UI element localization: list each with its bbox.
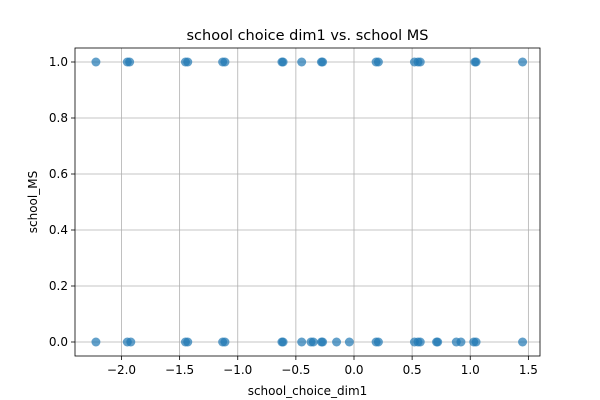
x-tick-label: 1.0 <box>461 363 480 377</box>
data-point <box>183 57 193 67</box>
data-point <box>471 57 481 67</box>
x-tick-label: 0.0 <box>344 363 363 377</box>
data-points <box>91 57 528 347</box>
x-tick-label: −0.5 <box>281 363 310 377</box>
x-tick-label: −2.0 <box>107 363 136 377</box>
data-point <box>433 337 443 347</box>
data-point <box>373 337 383 347</box>
data-point <box>126 337 136 347</box>
y-tick-label: 0.0 <box>49 335 68 349</box>
data-point <box>518 337 528 347</box>
data-point <box>373 57 383 67</box>
y-tick-label: 0.4 <box>49 223 68 237</box>
y-tick-label: 0.6 <box>49 167 68 181</box>
data-point <box>220 337 230 347</box>
data-point <box>183 337 193 347</box>
x-tick-label: −1.5 <box>165 363 194 377</box>
chart-title: school choice dim1 vs. school MS <box>186 28 428 44</box>
x-axis-label: school_choice_dim1 <box>248 384 368 398</box>
data-point <box>125 57 135 67</box>
data-point <box>91 57 101 67</box>
data-point <box>518 57 528 67</box>
data-point <box>91 337 101 347</box>
grid-lines <box>75 48 540 356</box>
x-tick-label: 0.5 <box>403 363 422 377</box>
x-tick-label: −1.0 <box>223 363 252 377</box>
data-point <box>297 57 307 67</box>
y-tick-label: 0.8 <box>49 111 68 125</box>
data-point <box>318 57 328 67</box>
data-point <box>278 337 288 347</box>
data-point <box>471 337 481 347</box>
data-point <box>318 337 328 347</box>
data-point <box>456 337 466 347</box>
data-point <box>332 337 342 347</box>
y-tick-label: 0.2 <box>49 279 68 293</box>
data-point <box>344 337 354 347</box>
y-tick-label: 1.0 <box>49 55 68 69</box>
x-tick-label: 1.5 <box>519 363 538 377</box>
plot-frame <box>74 47 541 357</box>
y-axis-label: school_MS <box>26 171 40 233</box>
axis-ticks: −2.0 −1.5 −1.0 −0.5 0.0 0.5 1.0 1.5 0.0 0.2 0.4 0.6… <box>49 55 538 377</box>
data-point <box>278 57 288 67</box>
data-point <box>308 337 318 347</box>
data-point <box>415 57 425 67</box>
data-point <box>415 337 425 347</box>
data-point <box>297 337 307 347</box>
data-point <box>220 57 230 67</box>
